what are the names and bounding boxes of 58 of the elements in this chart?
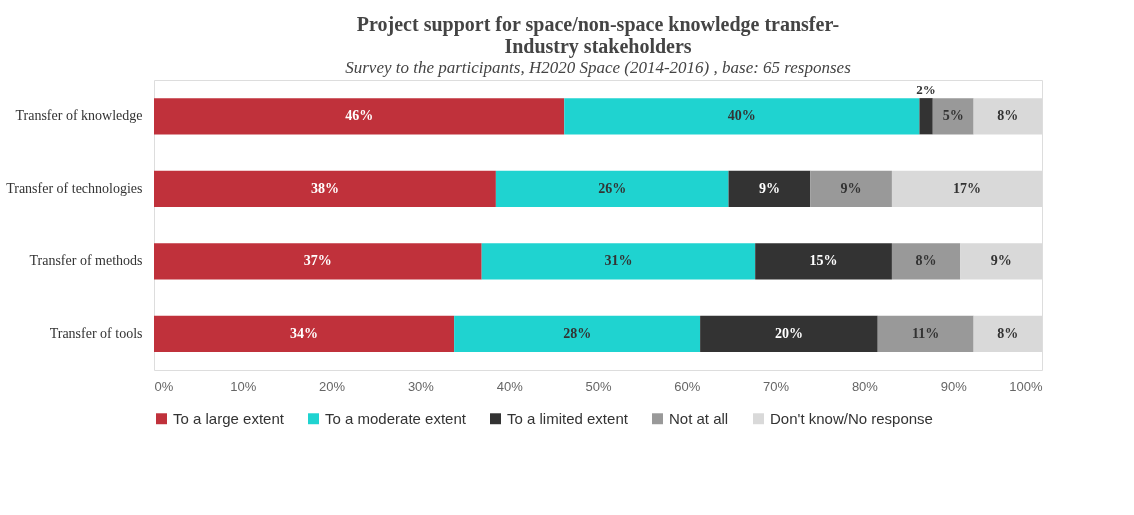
x-tick-label: 100%	[1009, 378, 1043, 394]
bar	[481, 243, 756, 280]
y-tick-label: Transfer of knowledge	[15, 108, 143, 124]
bar	[877, 315, 974, 352]
x-tick-label: 80%	[851, 378, 879, 394]
data-label: 8%	[997, 325, 1019, 341]
bar	[495, 170, 729, 207]
data-label: 8%	[997, 108, 1019, 124]
x-tick-label: 70%	[763, 378, 790, 394]
bar	[891, 243, 961, 280]
legend-label: Not at all	[669, 409, 729, 427]
bar	[154, 315, 455, 352]
data-label: 8%	[915, 253, 937, 269]
data-label: 20%	[774, 325, 803, 341]
data-label: 46%	[345, 108, 374, 124]
data-label: 9%	[840, 180, 862, 196]
data-label: 26%	[598, 180, 627, 196]
x-tick-label: 90%	[940, 378, 968, 394]
legend-label: To a limited extent	[507, 409, 629, 427]
bar	[810, 170, 892, 207]
x-tick-label: 30%	[407, 378, 435, 394]
data-label: 9%	[990, 253, 1012, 269]
bar	[755, 243, 892, 280]
data-label: 34%	[290, 325, 319, 341]
data-label: 37%	[303, 253, 332, 269]
data-label: 38%	[310, 180, 339, 196]
data-label: 15%	[809, 253, 838, 269]
bar	[454, 315, 701, 352]
x-tick-label: 40%	[496, 378, 524, 394]
data-label: 5%	[942, 108, 964, 124]
chart-subtitle: Survey to the participants, H2020 Space (2014-2016) , base: 65 responses	[345, 58, 852, 77]
bar	[700, 315, 878, 352]
legend-label: Don't know/No response	[770, 409, 933, 427]
y-tick-label: Transfer of technologies	[6, 180, 143, 196]
chart-title: Project support for space/non-space knowledge transfer- Industry stakeholders	[356, 13, 840, 58]
data-label: 31%	[604, 253, 633, 269]
bar	[728, 170, 811, 207]
legend-label: To a moderate extent	[325, 409, 467, 427]
x-tick-label: 60%	[674, 378, 701, 394]
bar	[154, 98, 565, 135]
y-tick-label: Transfer of tools	[49, 325, 143, 341]
x-tick-label: 50%	[585, 378, 612, 394]
bar	[154, 243, 482, 280]
data-label: 28%	[563, 325, 592, 341]
bar	[564, 98, 920, 135]
data-label: 11%	[912, 325, 940, 341]
data-label: 40%	[727, 108, 756, 124]
bar	[154, 170, 496, 207]
bar	[919, 98, 933, 135]
data-label: 17%	[952, 180, 981, 196]
x-tick-label: 0%	[154, 378, 174, 394]
y-tick-label: Transfer of methods	[29, 253, 143, 269]
x-tick-label: 10%	[230, 378, 257, 394]
data-label: 9%	[758, 180, 780, 196]
data-label: 2%	[916, 82, 936, 98]
legend-label: To a large extent	[173, 409, 285, 427]
bar	[932, 98, 974, 135]
x-tick-label: 20%	[319, 378, 346, 394]
